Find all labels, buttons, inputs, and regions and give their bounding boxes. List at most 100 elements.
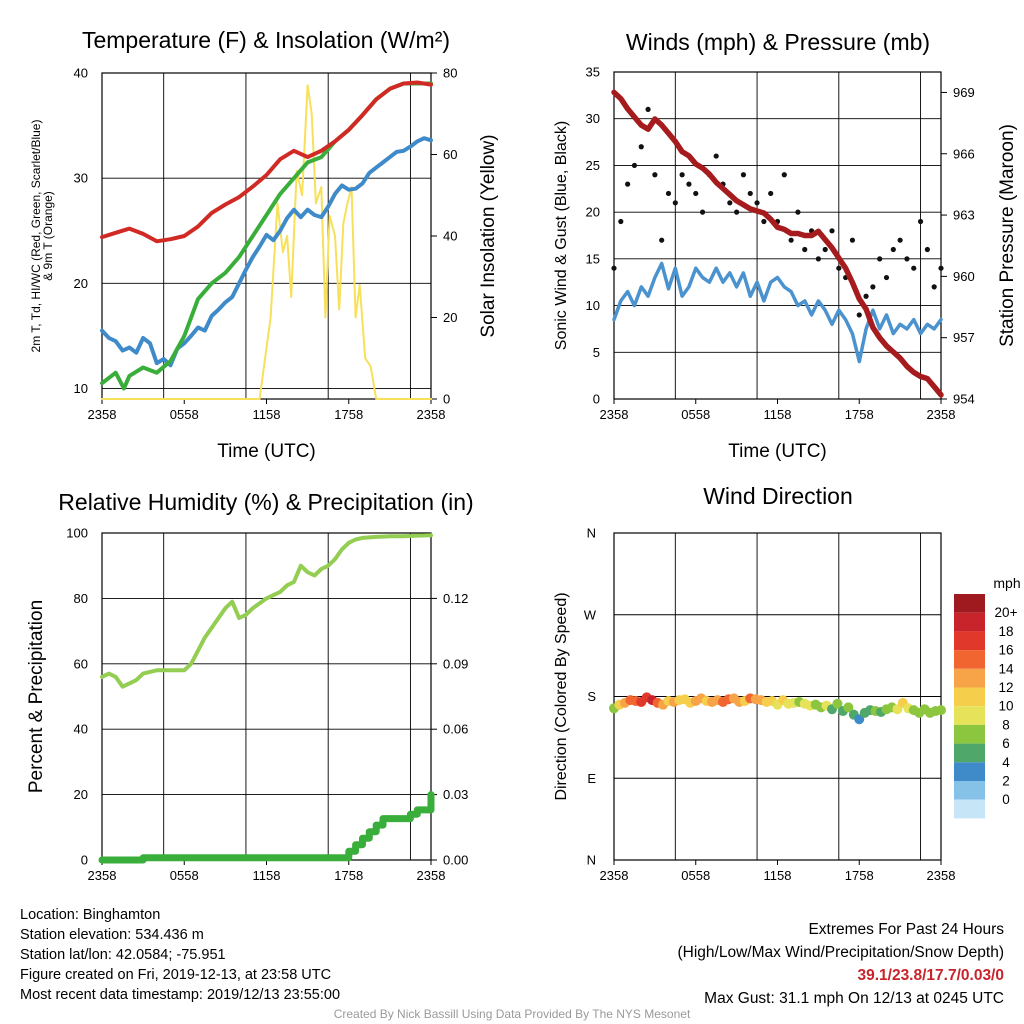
- gust-point: [931, 284, 937, 290]
- gust-point: [863, 293, 869, 299]
- x-tick-label: 2358: [927, 868, 956, 883]
- legend-label: 4: [1002, 755, 1010, 770]
- y2-tick-label: 969: [953, 85, 975, 100]
- legend-swatch: [954, 687, 985, 707]
- legend-label: 6: [1002, 736, 1010, 751]
- elevation-text: Station elevation: 534.436 m: [20, 927, 204, 943]
- y-tick-label: 40: [74, 722, 88, 737]
- gust-point: [911, 265, 917, 271]
- gust-point: [645, 106, 651, 112]
- gust-point: [754, 200, 760, 206]
- gust-point: [904, 256, 910, 262]
- extremes-header: Extremes For Past 24 Hours: [808, 921, 1004, 938]
- gust-point: [727, 200, 733, 206]
- location-text: Location: Binghamton: [20, 907, 161, 923]
- gust-point: [938, 265, 944, 271]
- credit-text: Created By Nick Bassill Using Data Provi…: [333, 1007, 691, 1021]
- y2-tick-label: 0.12: [443, 591, 468, 606]
- y-tick-label: 15: [586, 251, 600, 266]
- x-tick-label: 2358: [88, 868, 117, 883]
- humidity-chart: 2358 0558 1158 1758 23580204060801000.000.03…: [26, 489, 474, 883]
- chart-title: Temperature (F) & Insolation (W/m²): [82, 27, 450, 53]
- winds-chart: 2358 0558 1158 1758 235805101520253035954957…: [553, 29, 1018, 462]
- x-tick-label: 2358: [600, 407, 629, 422]
- direction-point: [832, 698, 843, 709]
- gust-point: [781, 172, 787, 178]
- direction-tick-label: E: [587, 771, 596, 786]
- y-tick-label: 20: [74, 276, 88, 291]
- extremes-info: Extremes For Past 24 Hours (High/Low/Max…: [678, 918, 1005, 1010]
- gust-point: [829, 228, 835, 234]
- x-tick-label: 1758: [845, 868, 874, 883]
- y2-tick-label: 0.03: [443, 787, 468, 802]
- y-tick-label: 0: [81, 853, 88, 868]
- sonic-wind-line: [612, 261, 943, 364]
- legend-title: mph: [993, 575, 1020, 591]
- gust-point: [849, 237, 856, 243]
- recent-timestamp-text: Most recent data timestamp: 2019/12/13 2…: [20, 987, 341, 1003]
- y2-tick-label: 60: [443, 147, 457, 162]
- gust-point: [856, 312, 862, 318]
- precipitation-line: [98, 791, 435, 864]
- legend-swatch: [954, 631, 985, 651]
- legend-label: 2: [1002, 774, 1010, 789]
- gust-point: [802, 246, 808, 253]
- x-tick-label: 1758: [334, 407, 363, 422]
- legend-swatch: [954, 668, 985, 688]
- x-tick-label: 2358: [417, 407, 446, 422]
- y-tick-label: 30: [586, 111, 600, 126]
- y-tick-label: 10: [586, 298, 600, 313]
- gust-point: [618, 218, 624, 225]
- direction-point: [843, 702, 854, 713]
- y-tick-label: 25: [586, 158, 600, 173]
- gust-point: [679, 172, 685, 178]
- direction-point: [936, 705, 946, 716]
- x-axis-label: Time (UTC): [728, 441, 827, 462]
- y-tick-label: 60: [74, 656, 88, 671]
- x-tick-label: 1158: [253, 868, 281, 883]
- y-tick-label: 0: [593, 392, 600, 407]
- legend-label: 20+: [995, 605, 1018, 620]
- y2-tick-label: 957: [953, 330, 975, 345]
- y2-tick-label: 40: [443, 229, 457, 244]
- legend-swatch: [954, 781, 985, 800]
- legend-label: 12: [998, 680, 1013, 695]
- y-tick-label: 20: [586, 205, 600, 220]
- y2-tick-label: 954: [953, 392, 975, 407]
- legend-swatch: [954, 799, 985, 819]
- y2-tick-label: 0.06: [443, 722, 468, 737]
- gust-point: [747, 190, 753, 197]
- legend-swatch: [954, 612, 985, 632]
- extremes-values: 39.1/23.8/17.7/0.03/0: [857, 967, 1004, 984]
- gust-point: [713, 153, 719, 159]
- y2-tick-label: 960: [953, 269, 975, 284]
- y-tick-label: 30: [74, 171, 88, 186]
- y-tick-label: 40: [74, 66, 88, 81]
- y2-tick-label: 963: [953, 208, 975, 223]
- x-tick-label: 0558: [170, 407, 199, 422]
- legend-label: 8: [1002, 717, 1010, 732]
- gust-point: [883, 274, 890, 281]
- y-axis-label: Sonic Wind & Gust (Blue, Black): [553, 121, 570, 350]
- gust-point: [870, 284, 876, 290]
- windchill-line: [100, 136, 433, 368]
- x-tick-label: 0558: [170, 868, 199, 883]
- gust-point: [672, 200, 678, 206]
- chart-title: Wind Direction: [703, 483, 853, 509]
- gust-point: [631, 162, 638, 169]
- direction-tick-label: S: [587, 689, 596, 704]
- direction-tick-label: N: [587, 526, 596, 541]
- legend-label: 18: [998, 624, 1013, 639]
- gust-point: [611, 265, 617, 271]
- y-tick-label: 10: [74, 381, 88, 396]
- x-tick-label: 2358: [600, 868, 629, 883]
- plot-frame: [101, 532, 432, 861]
- gust-point: [734, 209, 740, 215]
- y-tick-label: 100: [66, 526, 88, 541]
- y-tick-label: 20: [74, 787, 88, 802]
- legend-swatch: [954, 724, 985, 744]
- legend-label: 14: [998, 661, 1014, 676]
- gust-point: [890, 246, 896, 253]
- y2-tick-label: 20: [443, 310, 457, 325]
